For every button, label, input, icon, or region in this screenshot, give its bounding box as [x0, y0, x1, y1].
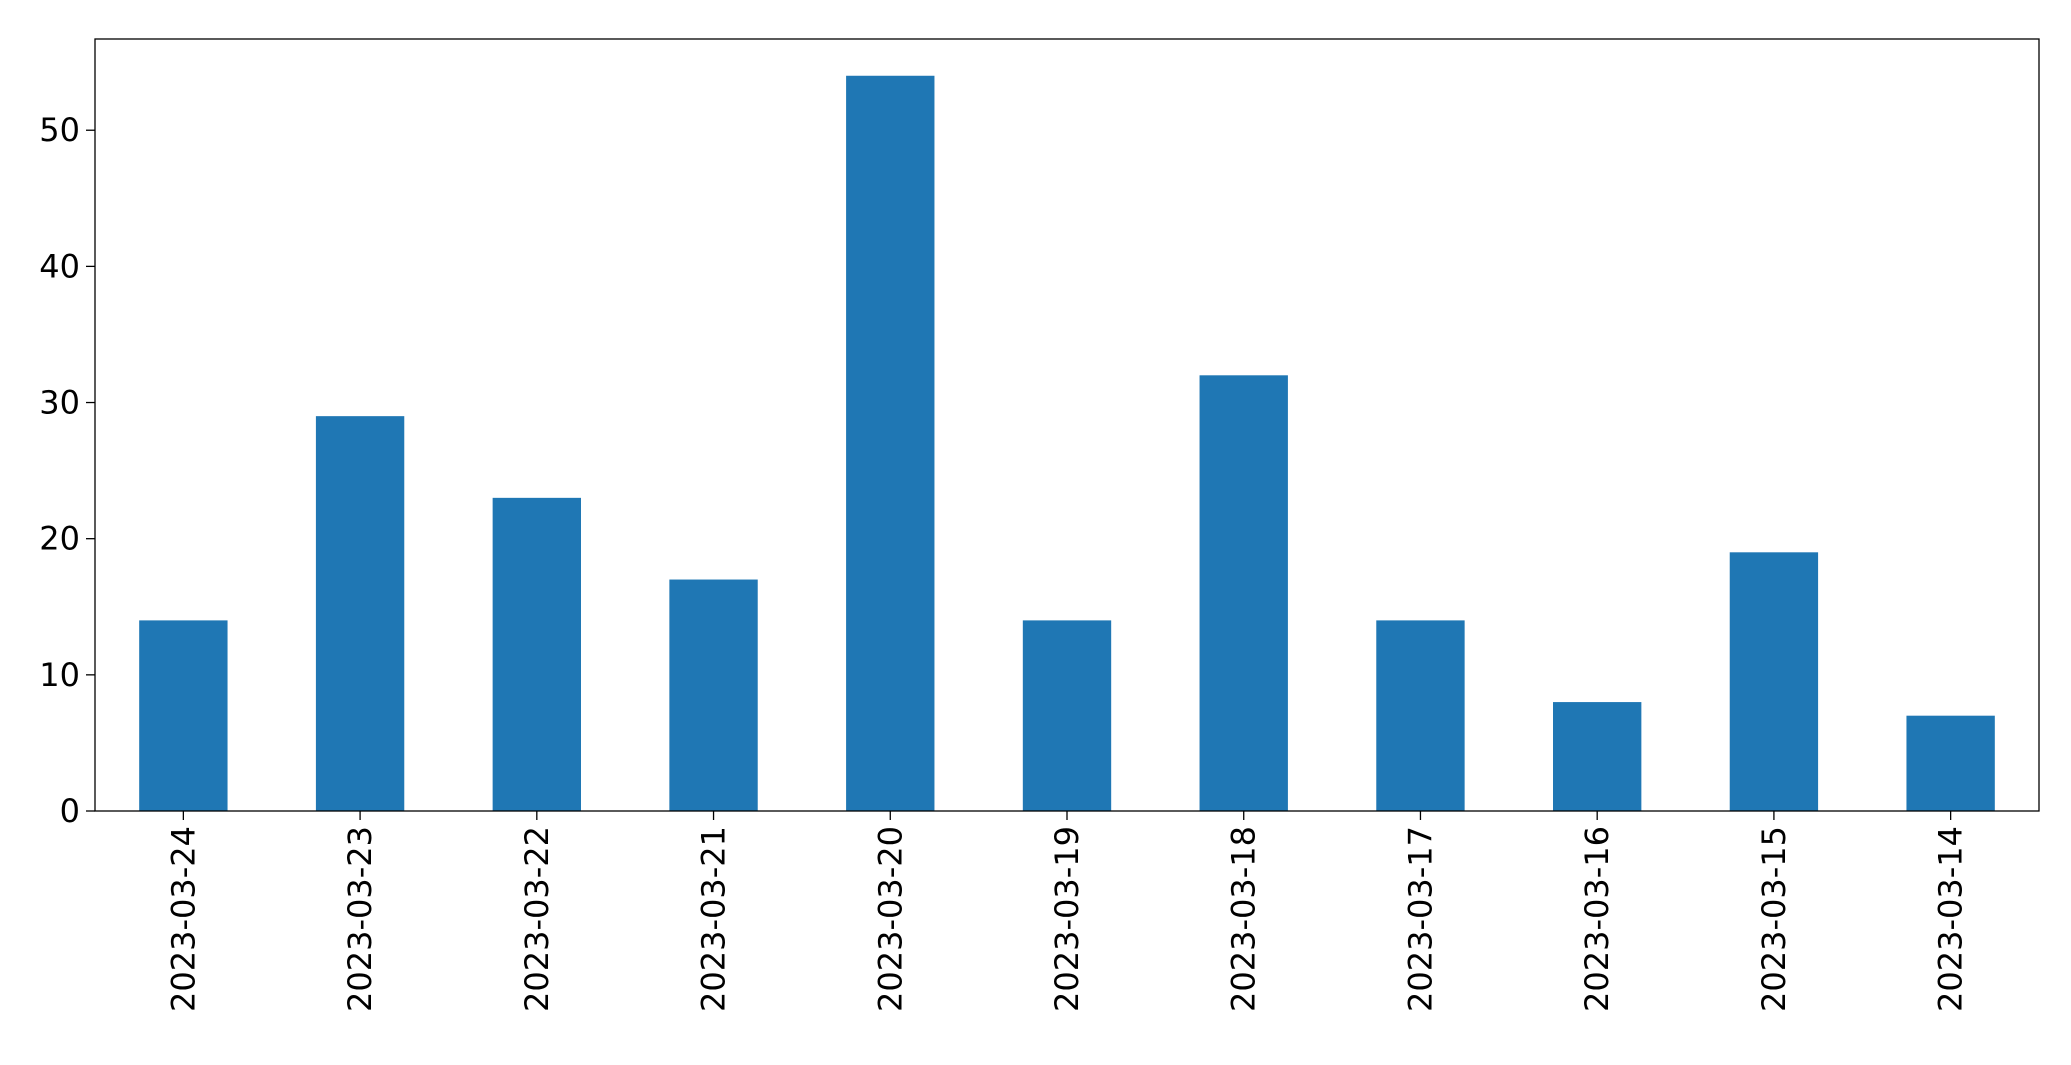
x-tick-label: 2023-03-23 — [341, 826, 379, 1012]
y-tick-label: 50 — [39, 111, 80, 149]
x-tick-label: 2023-03-21 — [695, 826, 733, 1012]
x-tick-label: 2023-03-22 — [518, 826, 556, 1012]
y-axis-ticks: 0 10 20 30 40 50 — [39, 111, 95, 830]
bar-2023-03-24 — [139, 620, 228, 811]
bar-2023-03-19 — [1022, 620, 1112, 811]
y-tick-label: 20 — [39, 520, 80, 558]
x-tick-label: 2023-03-15 — [1755, 826, 1793, 1012]
bar-2023-03-22 — [492, 497, 581, 811]
bars-layer — [139, 75, 1995, 811]
x-tick-label: 2023-03-19 — [1048, 826, 1086, 1012]
x-tick-label: 2023-03-17 — [1401, 826, 1439, 1012]
x-axis-ticks: 2023-03-24 2023-03-23 2023-03-22 2023-03-21… — [164, 811, 1970, 1012]
x-tick-label: 2023-03-24 — [164, 826, 202, 1012]
bar-2023-03-20 — [846, 75, 935, 811]
x-tick-label: 2023-03-18 — [1225, 826, 1263, 1012]
bar-2023-03-17 — [1376, 620, 1465, 811]
y-tick-label: 30 — [39, 384, 80, 422]
bar-2023-03-16 — [1553, 702, 1642, 811]
y-tick-label: 10 — [39, 656, 80, 694]
x-tick-label: 2023-03-14 — [1932, 826, 1970, 1012]
bar-2023-03-18 — [1199, 375, 1288, 811]
bar-2023-03-23 — [315, 416, 405, 811]
bar-2023-03-21 — [669, 579, 758, 811]
x-tick-label: 2023-03-20 — [871, 826, 909, 1012]
y-tick-label: 40 — [39, 247, 80, 285]
bar-2023-03-14 — [1906, 715, 1995, 811]
bar-2023-03-15 — [1729, 552, 1819, 811]
x-tick-label: 2023-03-16 — [1578, 826, 1616, 1012]
y-tick-label: 0 — [60, 792, 80, 830]
